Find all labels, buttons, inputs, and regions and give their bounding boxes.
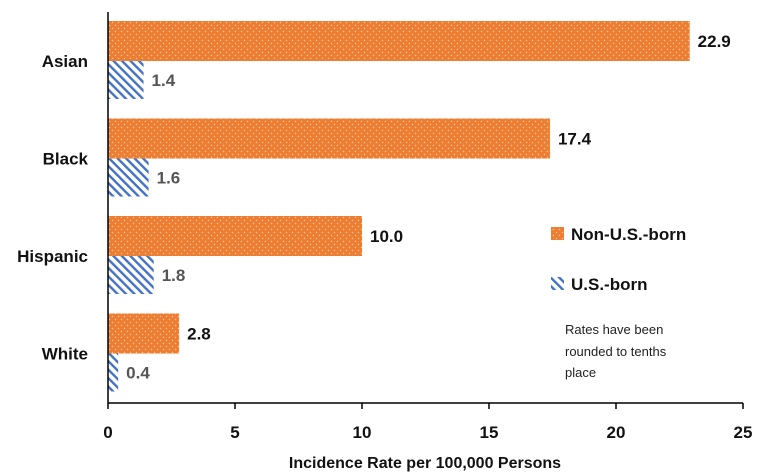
x-axis-title: Incidence Rate per 100,000 Persons	[289, 455, 561, 472]
bar-asian-non-us-born	[108, 21, 690, 61]
legend: Non-U.S.-born U.S.-born	[551, 225, 686, 294]
x-ticks-group: 0 5 10 15 20 25	[103, 403, 752, 442]
x-tick-label-10: 10	[353, 423, 372, 442]
value-label-white-us-born: 0.4	[126, 364, 150, 383]
bar-black-non-us-born	[108, 118, 550, 159]
value-label-asian-us-born: 1.4	[152, 71, 176, 90]
x-tick-label-15: 15	[480, 423, 499, 442]
category-label-black: Black	[43, 149, 89, 168]
x-tick-label-0: 0	[103, 423, 112, 442]
value-label-asian-non-us-born: 22.9	[698, 32, 731, 51]
bars-group	[108, 21, 690, 392]
category-label-hispanic: Hispanic	[17, 247, 88, 266]
note-line-1: Rates have been	[565, 322, 663, 337]
legend-swatch-us-born	[551, 277, 564, 290]
category-label-white: White	[42, 344, 88, 363]
bar-white-non-us-born	[108, 313, 180, 354]
value-label-hispanic-non-us-born: 10.0	[370, 227, 403, 246]
bar-hispanic-non-us-born	[108, 216, 362, 256]
legend-swatch-non-us-born	[551, 227, 564, 240]
bar-black-us-born	[108, 158, 149, 197]
legend-label-non-us-born: Non-U.S.-born	[571, 225, 686, 244]
category-labels-group: Asian Black Hispanic White	[17, 52, 88, 364]
note-line-2: rounded to tenths	[565, 344, 667, 359]
x-tick-label-25: 25	[734, 423, 753, 442]
value-label-hispanic-us-born: 1.8	[162, 266, 186, 285]
x-tick-label-20: 20	[607, 423, 626, 442]
note-line-3: place	[565, 365, 596, 380]
bar-asian-us-born	[108, 61, 144, 99]
category-label-asian: Asian	[42, 52, 88, 71]
bar-hispanic-us-born	[108, 256, 154, 294]
legend-label-us-born: U.S.-born	[571, 275, 648, 294]
value-label-black-us-born: 1.6	[157, 169, 181, 188]
bar-white-us-born	[108, 353, 119, 392]
value-label-white-non-us-born: 2.8	[187, 325, 211, 344]
value-labels-group: 22.9 1.4 17.4 1.6 10.0 1.8 2.8 0.4	[126, 32, 731, 383]
rounding-note: Rates have been rounded to tenths place	[565, 322, 667, 380]
x-tick-label-5: 5	[230, 423, 239, 442]
value-label-black-non-us-born: 17.4	[558, 130, 592, 149]
